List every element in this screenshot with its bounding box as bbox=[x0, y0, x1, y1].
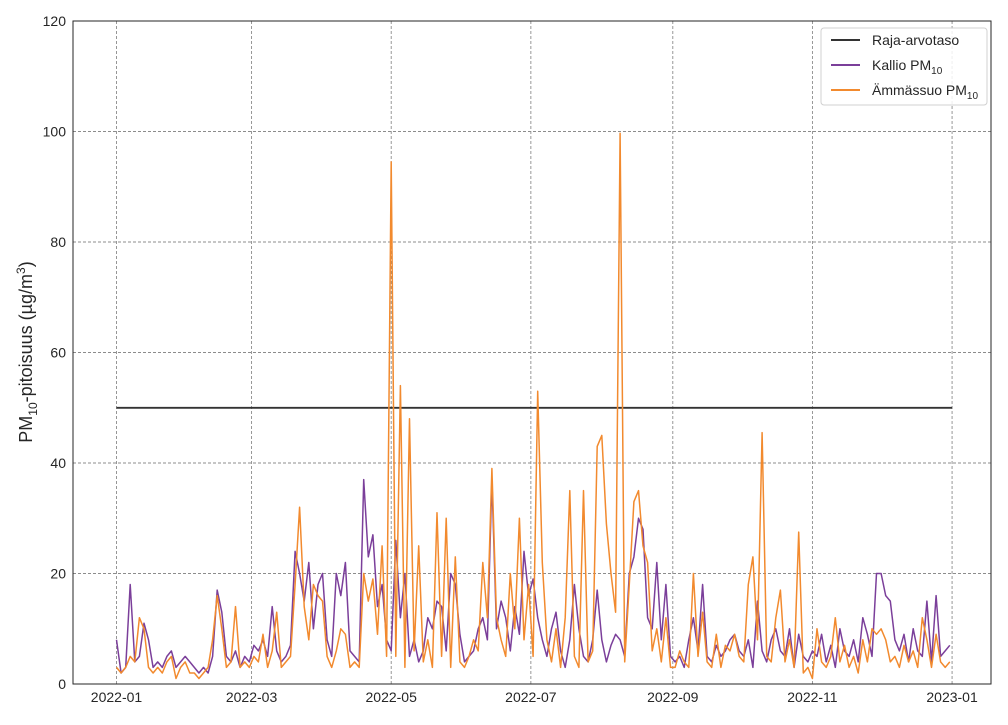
y-axis-label: PM10-pitoisuus (µg/m3) bbox=[14, 261, 40, 442]
x-tick-label: 2022-03 bbox=[226, 689, 278, 705]
legend-entry: Ämmässuo PM10 bbox=[872, 82, 978, 102]
grid bbox=[73, 21, 991, 684]
series-line-kallio-pm bbox=[115, 478, 951, 674]
x-tick-label: 2022-11 bbox=[787, 689, 838, 705]
legend-frame bbox=[820, 27, 988, 106]
x-tick-label: 2023-01 bbox=[926, 689, 978, 705]
y-tick-label: 100 bbox=[43, 124, 67, 140]
x-tick-label: 2022-05 bbox=[366, 689, 418, 705]
x-tick-label: 2022-01 bbox=[91, 689, 143, 705]
legend-entry: Kallio PM10 bbox=[872, 57, 943, 77]
series-line-ämmässuo-pm bbox=[115, 132, 951, 680]
legend-entry: Raja-arvotaso bbox=[872, 32, 959, 48]
y-tick-labels: 0 20 40 60 80 100 120 bbox=[43, 13, 67, 692]
series-lines bbox=[115, 132, 953, 680]
y-tick-label: 20 bbox=[50, 566, 66, 582]
y-tick-label: 80 bbox=[50, 234, 66, 250]
x-tick-labels: 2022-01 2022-03 2022-05 2022-07 2022-09 2022-… bbox=[91, 689, 978, 705]
y-tick-label: 0 bbox=[58, 676, 66, 692]
legend: Raja-arvotaso Kallio PM10 Ämmässuo PM10 bbox=[820, 27, 988, 106]
plot-frame bbox=[72, 20, 992, 685]
y-tick-label: 40 bbox=[50, 455, 66, 471]
x-tick-label: 2022-07 bbox=[505, 689, 557, 705]
y-tick-label: 120 bbox=[43, 13, 67, 29]
y-tick-label: 60 bbox=[50, 345, 66, 361]
x-tick-label: 2022-09 bbox=[647, 689, 699, 705]
